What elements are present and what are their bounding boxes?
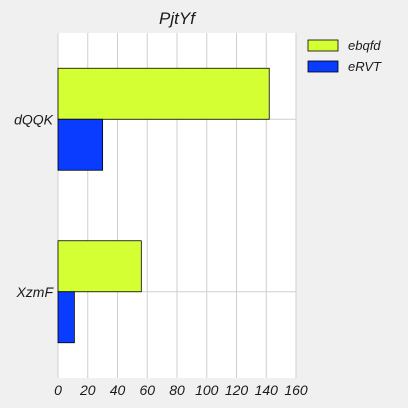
x-tick-label: 140 bbox=[255, 382, 279, 398]
x-tick-label: 0 bbox=[54, 382, 62, 398]
x-tick-label: 120 bbox=[225, 382, 249, 398]
legend: ebqfd eRVT bbox=[308, 38, 382, 74]
x-tick-label: 40 bbox=[110, 382, 126, 398]
bar-eRVT-dQQK bbox=[58, 119, 103, 170]
category-label: dQQK bbox=[14, 111, 54, 127]
x-tick-label: 160 bbox=[284, 382, 308, 398]
x-tick-label: 20 bbox=[79, 382, 96, 398]
legend-label-eRVT: eRVT bbox=[348, 59, 382, 74]
category-label: XzmF bbox=[15, 284, 54, 300]
x-tick-label: 100 bbox=[195, 382, 219, 398]
bar-ebqfd-XzmF bbox=[58, 241, 141, 292]
x-tick-label: 60 bbox=[139, 382, 155, 398]
legend-swatch-ebqfd bbox=[308, 40, 338, 51]
legend-swatch-eRVT bbox=[308, 61, 338, 72]
bar-eRVT-XzmF bbox=[58, 292, 74, 343]
chart-title: PjtYf bbox=[159, 9, 197, 28]
x-tick-label: 80 bbox=[169, 382, 185, 398]
x-tick-labels: 0 20 40 60 80 100 120 140 160 bbox=[54, 382, 308, 398]
bar-ebqfd-dQQK bbox=[58, 68, 269, 119]
legend-label-ebqfd: ebqfd bbox=[348, 38, 381, 53]
category-labels: dQQK XzmF bbox=[14, 111, 54, 300]
